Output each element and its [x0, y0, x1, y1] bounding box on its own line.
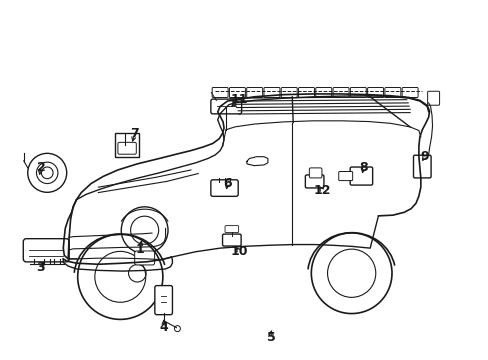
Text: 7: 7: [130, 127, 139, 140]
FancyBboxPatch shape: [367, 87, 383, 98]
Text: 3: 3: [37, 261, 45, 274]
FancyBboxPatch shape: [384, 87, 400, 98]
FancyBboxPatch shape: [212, 87, 227, 98]
FancyBboxPatch shape: [246, 87, 262, 98]
FancyBboxPatch shape: [23, 239, 69, 262]
Text: 4: 4: [160, 321, 168, 334]
FancyBboxPatch shape: [134, 251, 154, 265]
FancyBboxPatch shape: [401, 87, 417, 98]
Text: 2: 2: [37, 161, 45, 174]
Text: 5: 5: [266, 331, 275, 344]
FancyBboxPatch shape: [281, 87, 297, 98]
FancyBboxPatch shape: [309, 168, 321, 178]
Text: 6: 6: [223, 177, 231, 190]
Text: 11: 11: [230, 93, 248, 106]
FancyBboxPatch shape: [210, 99, 241, 114]
FancyBboxPatch shape: [349, 167, 372, 185]
FancyBboxPatch shape: [264, 87, 279, 98]
Text: 10: 10: [230, 245, 248, 258]
FancyBboxPatch shape: [349, 87, 366, 98]
FancyBboxPatch shape: [305, 175, 323, 188]
FancyBboxPatch shape: [315, 87, 331, 98]
FancyBboxPatch shape: [338, 171, 352, 181]
Text: 8: 8: [359, 161, 367, 174]
Text: 12: 12: [313, 184, 330, 197]
FancyBboxPatch shape: [229, 87, 245, 98]
FancyBboxPatch shape: [155, 285, 172, 315]
Text: 1: 1: [135, 243, 144, 256]
Text: 9: 9: [420, 150, 428, 163]
FancyBboxPatch shape: [413, 155, 430, 178]
FancyBboxPatch shape: [222, 234, 241, 246]
FancyBboxPatch shape: [298, 87, 314, 98]
FancyBboxPatch shape: [115, 134, 139, 157]
FancyBboxPatch shape: [427, 91, 439, 105]
FancyBboxPatch shape: [224, 226, 238, 233]
FancyBboxPatch shape: [332, 87, 348, 98]
FancyBboxPatch shape: [210, 180, 238, 196]
FancyBboxPatch shape: [118, 142, 136, 154]
